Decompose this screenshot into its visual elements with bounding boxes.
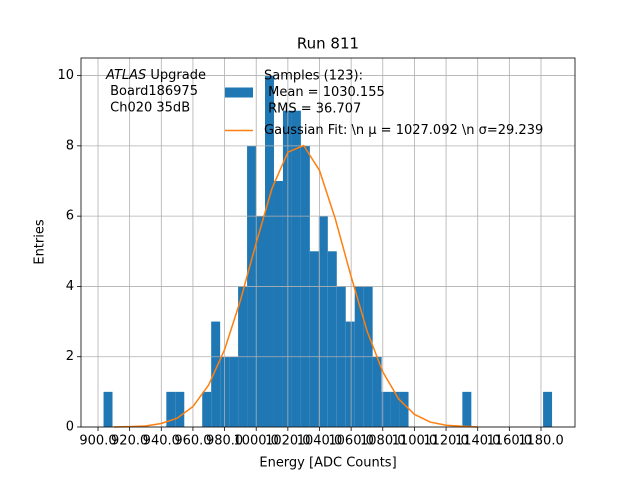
bar [381, 391, 391, 427]
legend-label: Samples (123): [264, 69, 363, 84]
fit-line [113, 144, 478, 428]
x-tick-label: 1040.0 [297, 434, 343, 449]
x-tick-label: 1120.0 [423, 434, 469, 449]
legend-label: RMS = 36.707 [264, 102, 361, 117]
legend-swatch [225, 87, 253, 98]
annotation-line: Upgrade [146, 68, 206, 83]
bar [256, 216, 266, 427]
x-axis-label: Energy [ADC Counts] [259, 456, 396, 471]
x-tick-label: 980.0 [206, 434, 243, 449]
axes-frame [80, 57, 576, 428]
y-axis-label: Entries [33, 219, 48, 265]
x-tick-label: 940.0 [143, 434, 180, 449]
x-tick-label: 960.0 [174, 434, 211, 449]
x-tick-label: 1160.0 [487, 434, 533, 449]
y-tick-label: 6 [66, 209, 74, 224]
y-tick-label: 4 [66, 279, 74, 294]
x-tick-label: 900.0 [79, 434, 116, 449]
y-tick-label: 10 [57, 68, 74, 83]
bar [372, 356, 382, 427]
bar [318, 216, 328, 427]
annotation-line: Ch020 35dB [106, 101, 190, 116]
bar [291, 110, 301, 427]
y-tick-label: 0 [66, 420, 74, 435]
bar [273, 181, 283, 427]
annotation-italic: ATLAS [105, 68, 146, 83]
legend-label: Gaussian Fit: \n μ = 1027.092 \n σ=29.23… [264, 123, 543, 138]
bar [103, 391, 113, 427]
x-tick-label: 1080.0 [360, 434, 406, 449]
x-tick-label: 1140.0 [455, 434, 501, 449]
bar [265, 75, 274, 428]
x-tick-label: 1180.0 [518, 434, 564, 449]
annotation: ATLAS Upgrade [105, 68, 206, 83]
x-tick-label: 1020.0 [265, 434, 311, 449]
annotation-line: Board186975 [106, 84, 198, 99]
bar [543, 391, 553, 427]
x-tick-label: 920.0 [111, 434, 148, 449]
y-tick-label: 8 [66, 138, 74, 153]
bar [390, 391, 400, 427]
bar [175, 391, 185, 427]
chart-title: Run 811 [297, 35, 359, 53]
x-tick-label: 1100.0 [392, 434, 438, 449]
x-tick-label: 1000.0 [233, 434, 279, 449]
bar [327, 251, 337, 427]
x-tick-label: 1060.0 [328, 434, 374, 449]
bar [202, 391, 212, 427]
bar [399, 391, 409, 427]
bar [229, 356, 239, 427]
bar [309, 251, 319, 427]
y-tick-label: 2 [66, 349, 74, 364]
bar [211, 321, 221, 427]
bar [282, 110, 292, 427]
legend-label: Mean = 1030.155 [264, 85, 385, 100]
bar [166, 391, 176, 427]
bar [462, 391, 472, 427]
bar [345, 321, 355, 427]
